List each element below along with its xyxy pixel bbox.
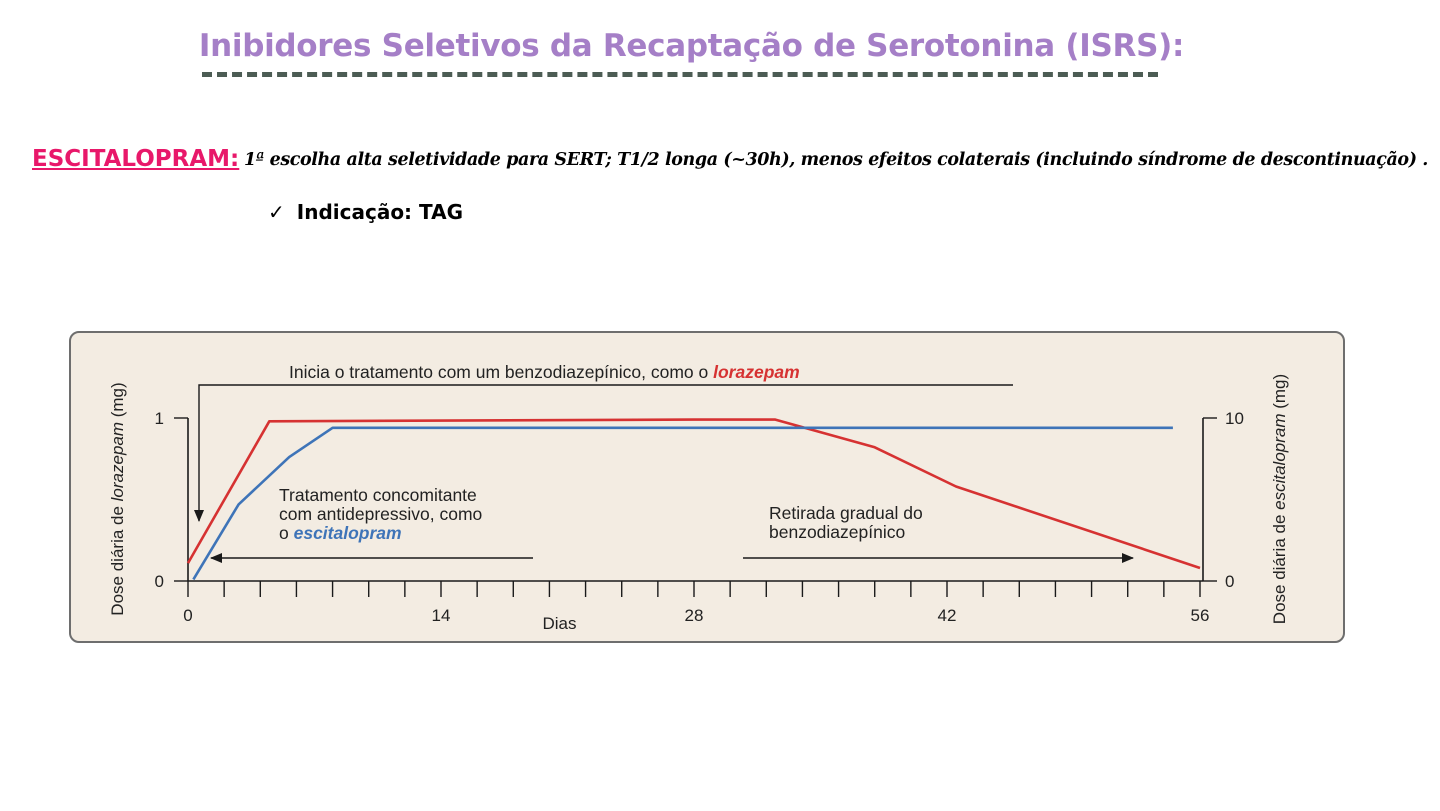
drug-name: ESCITALOPRAM: bbox=[32, 146, 240, 172]
y-axis-right-label: Dose diária de escitalopram (mg) bbox=[1270, 374, 1289, 624]
title-divider bbox=[202, 72, 1158, 77]
x-tick-label: 56 bbox=[1191, 606, 1210, 625]
x-tick-label: 42 bbox=[938, 606, 957, 625]
y-axis-left-label: Dose diária de lorazepam (mg) bbox=[108, 382, 127, 615]
x-tick-label: 14 bbox=[432, 606, 451, 625]
indication-item: ✓ Indicação: TAG bbox=[268, 200, 463, 224]
x-tick-label: 0 bbox=[183, 606, 192, 625]
annotation-concomitant-line3: o escitalopram bbox=[279, 523, 402, 543]
check-icon: ✓ bbox=[268, 200, 285, 224]
slide-title: Inibidores Seletivos da Recaptação de Se… bbox=[198, 28, 1185, 64]
annotation-start: Inicia o tratamento com um benzodiazepín… bbox=[289, 362, 800, 382]
series-line-lorazepam bbox=[186, 418, 1201, 570]
series-line-escitalopram bbox=[192, 426, 1173, 581]
chart-panel: 0 14 28 42 56 Dias 0 1 0 10 Dose diária de lorazep… bbox=[69, 331, 1345, 643]
annotation-withdrawal-line2: benzodiazepínico bbox=[769, 522, 905, 542]
annotation-concomitant-line2: com antidepressivo, como bbox=[279, 504, 482, 524]
annotation-start-arrow bbox=[194, 384, 1013, 522]
indication-text: Indicação: TAG bbox=[296, 200, 464, 224]
y-right-tick-label: 10 bbox=[1225, 409, 1244, 428]
x-tick-label: 28 bbox=[685, 606, 704, 625]
y-left-tick-label: 1 bbox=[155, 409, 164, 428]
drug-description: 1ª escolha alta seletividade para SERT; … bbox=[244, 150, 1428, 170]
x-axis-label: Dias bbox=[542, 614, 576, 633]
y-right-tick-label: 0 bbox=[1225, 572, 1234, 591]
annotation-concomitant-line1: Tratamento concomitante bbox=[279, 485, 477, 505]
y-left-tick-label: 0 bbox=[155, 572, 164, 591]
annotation-withdrawal-line1: Retirada gradual do bbox=[769, 503, 923, 523]
